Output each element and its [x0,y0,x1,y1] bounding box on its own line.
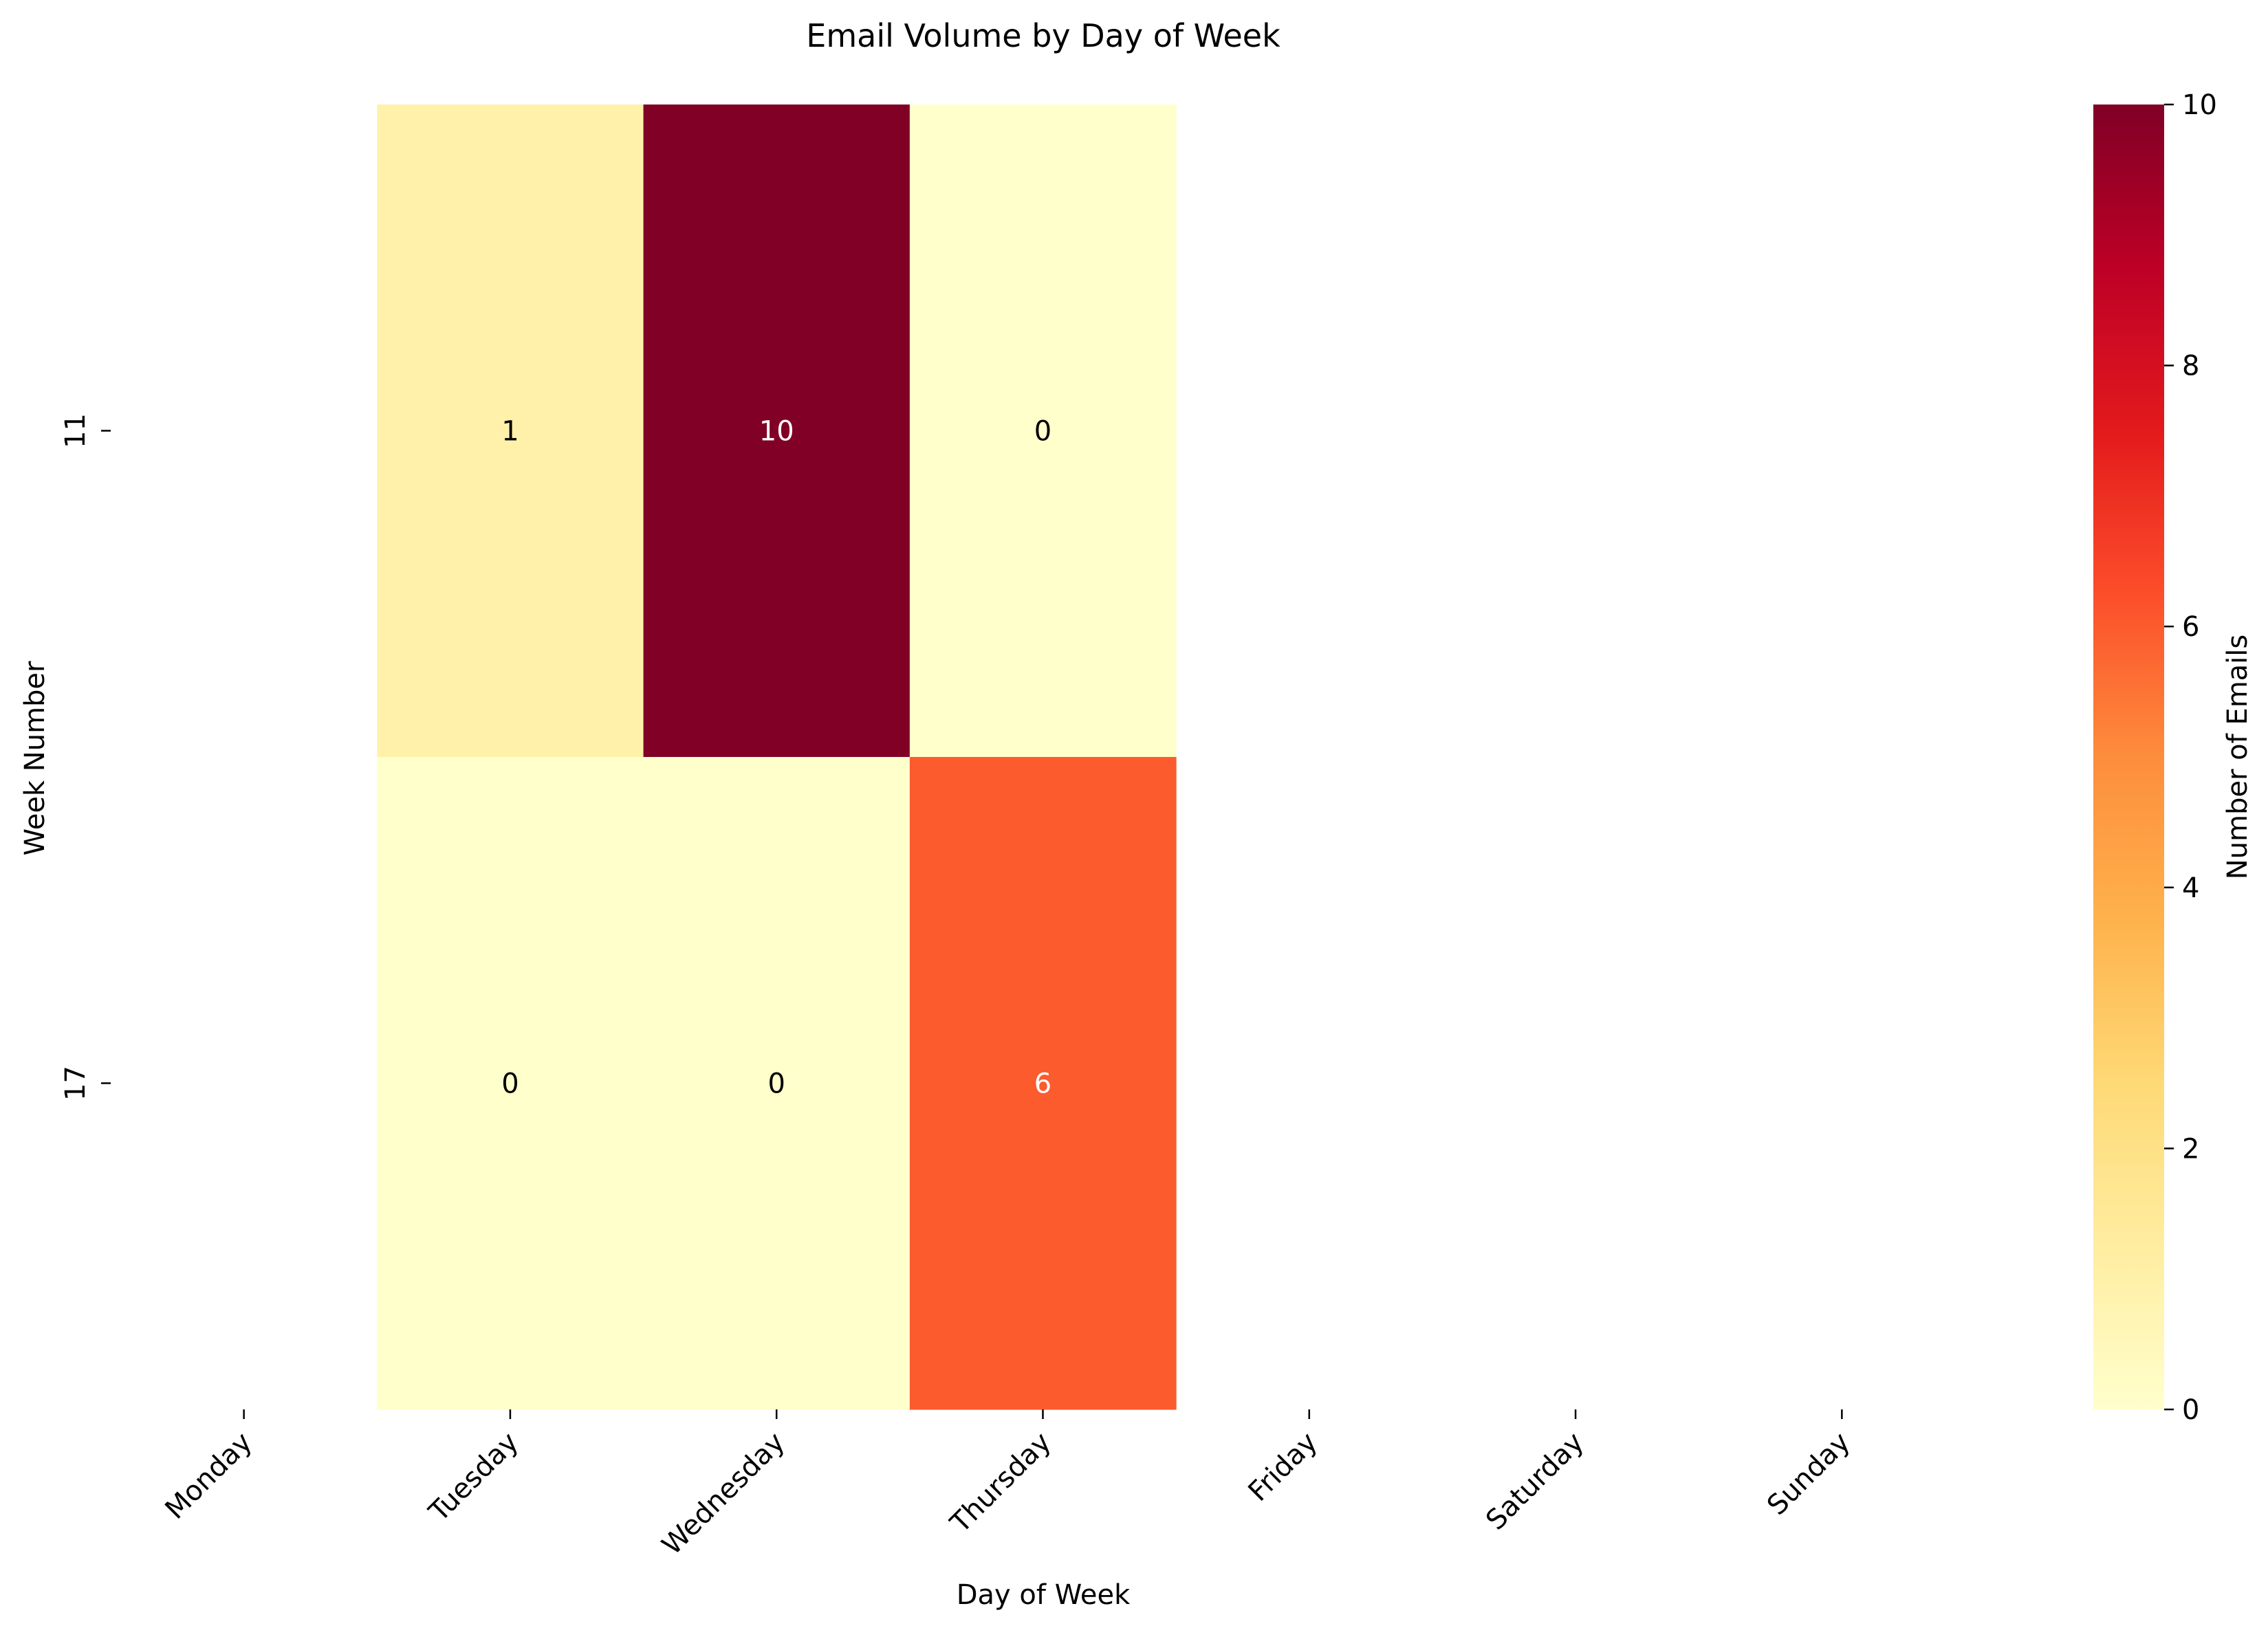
x-tick-label: Tuesday [423,1427,525,1528]
heatmap-cell [377,757,644,1410]
x-tick-label: Friday [1243,1427,1324,1508]
colorbar-tick-label: 4 [2182,872,2199,904]
colorbar-tick-label: 10 [2182,89,2217,121]
x-tick-label: Sunday [1761,1427,1856,1521]
x-tick-label: Thursday [944,1427,1058,1540]
heatmap-cell [909,105,1177,758]
y-axis-ticks: 11 17 [60,413,111,1101]
heatmap-cell [909,757,1177,1410]
cell-value-label: 0 [501,1068,519,1100]
x-tick-label: Saturday [1480,1427,1590,1537]
cell-value-label: 0 [1034,416,1051,448]
y-tick-label: 11 [60,413,91,448]
colorbar-ticks: 0 2 4 6 8 10 [2164,89,2217,1426]
x-axis-ticks: Monday Tuesday Wednesday Thursday Friday Satu… [160,1409,1856,1561]
colorbar-tick-label: 6 [2182,611,2199,643]
heatmap-cell [377,105,644,758]
cell-value-label: 10 [759,416,794,448]
cell-value-label: 1 [501,416,519,448]
x-tick-label: Monday [160,1427,259,1526]
colorbar-tick-label: 8 [2182,351,2199,382]
colorbar-tick-label: 2 [2182,1133,2199,1165]
heatmap-cells: 1 10 0 0 0 6 [377,105,1177,1410]
y-axis-label: Week Number [19,661,51,856]
y-tick-label: 17 [60,1066,91,1101]
heatmap-cell [643,757,911,1410]
x-axis-label: Day of Week [957,1579,1131,1611]
cell-value-label: 0 [767,1068,785,1100]
heatmap-cell [643,105,911,758]
chart-title: Email Volume by Day of Week [806,17,1280,54]
colorbar-label: Number of Emails [2222,635,2254,879]
colorbar [2093,105,2164,1409]
cell-value-label: 6 [1034,1068,1051,1100]
colorbar-tick-label: 0 [2182,1394,2199,1426]
x-tick-label: Wednesday [656,1427,791,1561]
